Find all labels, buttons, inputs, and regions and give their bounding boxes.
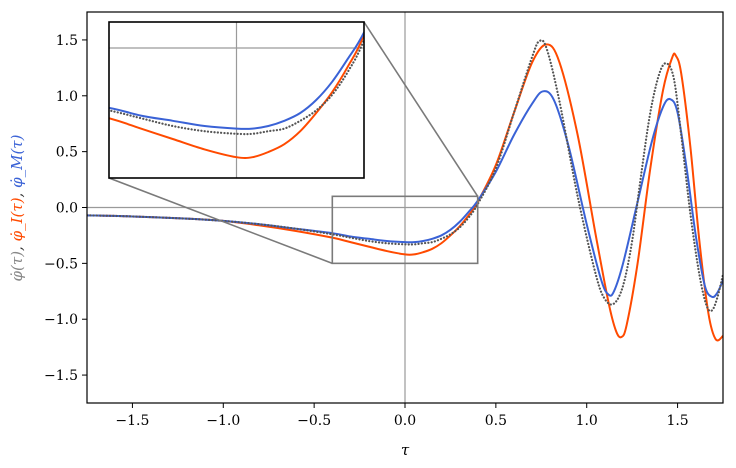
y-tick-label: 1.0: [56, 89, 78, 105]
reference-lines: [87, 12, 723, 403]
y-tick-label: 1.5: [56, 33, 78, 49]
y-tick-label: −1.5: [44, 368, 78, 384]
inset-series-line-phi-dot-I: [109, 32, 364, 160]
y-tick-label: 0.0: [56, 201, 78, 217]
y-axis-label: φ̇(τ), φ̇_I(τ), φ̇_M(τ): [8, 134, 26, 281]
inset-reference-lines: [109, 22, 364, 178]
y-label-part: φ̇(τ): [8, 251, 26, 282]
zoom-rectangle: [331, 195, 479, 265]
x-tick-label: 0.0: [394, 413, 416, 429]
zoom-indicator: [108, 21, 479, 265]
inset-series-line-phi-dot-M: [109, 30, 364, 130]
y-label-part: ,: [8, 188, 26, 198]
x-tick-label: 1.0: [576, 413, 598, 429]
inset-series-layer: [109, 30, 364, 160]
y-label-part: ,: [8, 241, 26, 251]
y-label-part: φ̇_I(τ): [8, 197, 26, 241]
y-tick-label: −1.0: [44, 312, 78, 328]
zoom-connector-upper: [363, 21, 479, 197]
zoom-connector-lower: [108, 177, 333, 265]
y-axis: −1.5 −1.0 −0.5 0.0 0.5 1.0 1.5: [44, 33, 87, 384]
x-tick-label: −1.5: [115, 413, 149, 429]
series-line-phi-dot: [87, 39, 723, 313]
series-line-phi-dot-I: [87, 43, 723, 342]
x-tick-label: −1.0: [206, 413, 240, 429]
inset-frame: [108, 21, 365, 179]
x-axis: −1.5 −1.0 −0.5 0.0 0.5 1.0 1.5: [115, 403, 689, 429]
y-tick-label: −0.5: [44, 256, 78, 272]
y-label-part: φ̇_M(τ): [8, 134, 26, 188]
x-tick-label: 1.5: [666, 413, 688, 429]
x-tick-label: −0.5: [297, 413, 331, 429]
x-axis-label: τ: [401, 441, 410, 459]
y-tick-label: 0.5: [56, 145, 78, 161]
x-tick-label: 0.5: [485, 413, 507, 429]
series-layer: [87, 39, 723, 342]
